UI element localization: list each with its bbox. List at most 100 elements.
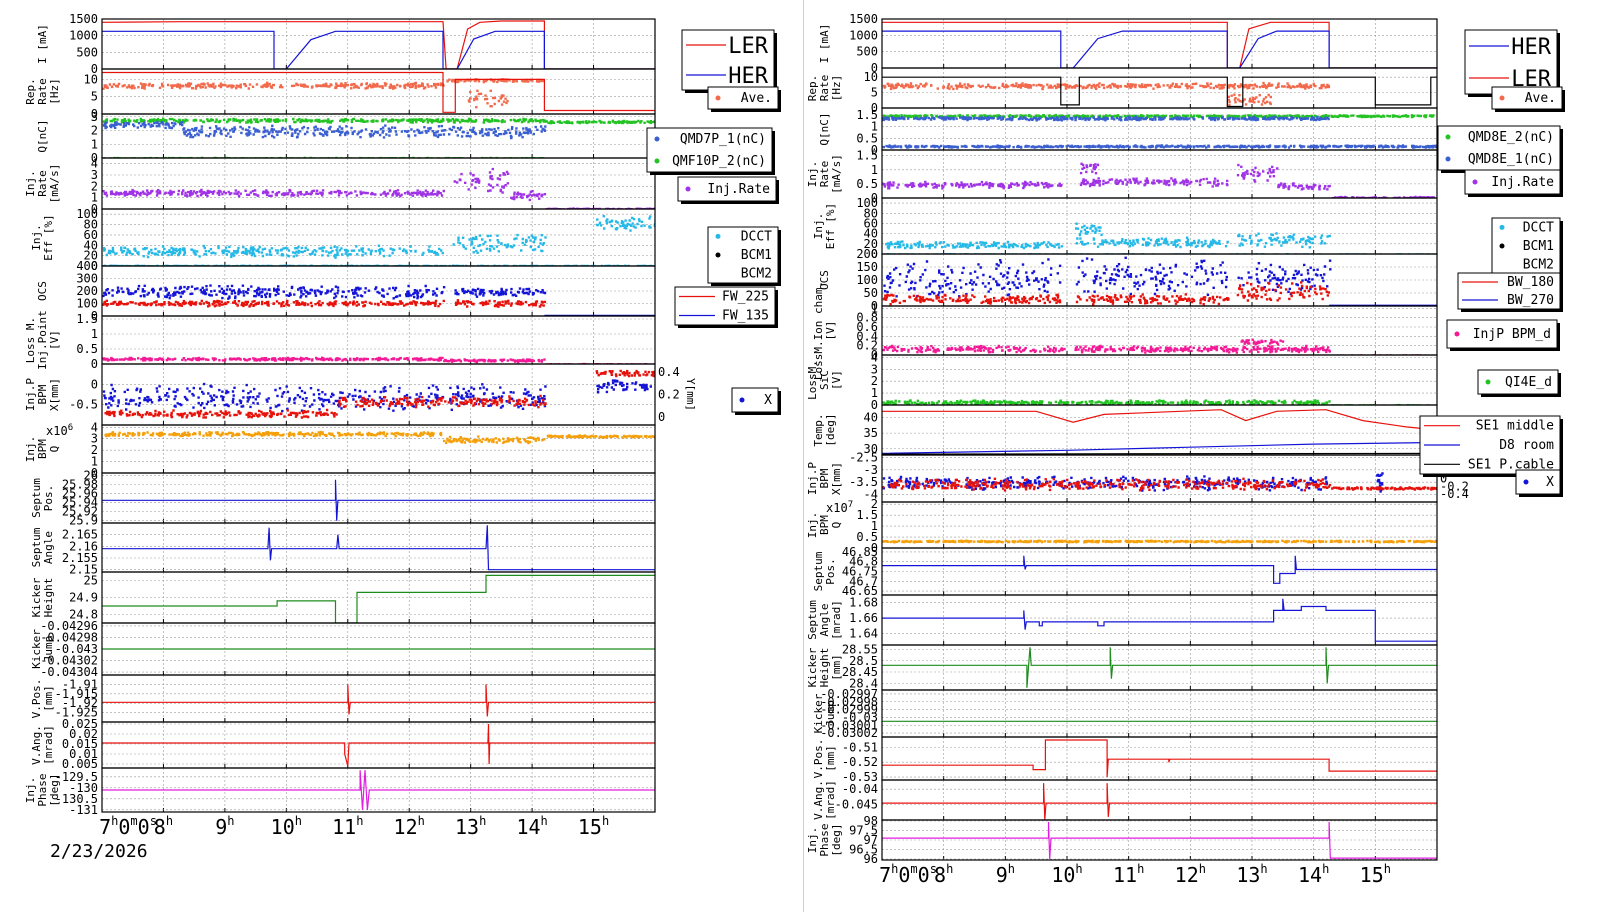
series-HER	[102, 30, 655, 69]
y-axis-label: BPM	[818, 515, 831, 535]
y-axis-label: Rate	[818, 75, 831, 102]
plot-area	[882, 647, 1437, 688]
legend-label: FW_225	[722, 290, 769, 305]
plot-area	[882, 821, 1437, 860]
series-points	[1079, 162, 1100, 175]
series-va	[882, 783, 1437, 820]
series-InjPoint	[102, 356, 655, 364]
y-tick-label: 1	[871, 519, 878, 533]
panel-frame	[881, 149, 1438, 199]
legend-4: DCCT BCM1 BCM2	[1491, 217, 1563, 277]
multiplier-label: x107	[826, 500, 853, 515]
y-tick-label: 1.5	[856, 108, 878, 122]
legend-5: FW_225 FW_135	[674, 286, 778, 328]
y-tick-label: 0	[91, 309, 98, 323]
legend-marker	[1499, 243, 1505, 249]
legend-label: SE1 middle	[1476, 419, 1554, 434]
series-kh	[102, 574, 655, 623]
y-tick-label: 1500	[849, 12, 878, 26]
legend-marker	[739, 397, 745, 403]
y-tick-label: 24.9	[69, 591, 98, 605]
panel-16: -0.045 -0.04 V.Ang. [mrad]	[812, 779, 1438, 821]
series-points	[882, 81, 1331, 91]
y-tick-label: 2	[91, 124, 98, 138]
panel-frame	[881, 689, 1438, 738]
y-axis-label: Height	[42, 578, 55, 618]
y-tick-label: 98	[864, 814, 878, 828]
y-tick-label: 1000	[69, 29, 98, 43]
series-pos	[882, 555, 1437, 584]
series-pos	[102, 479, 655, 521]
y-tick-label: -3.5	[849, 475, 878, 489]
series-points	[1227, 93, 1272, 107]
y-axis-label: Q[nC]	[36, 119, 49, 152]
series-Inj.Rate	[882, 162, 1437, 198]
y-tick-label: -129.5	[55, 770, 98, 784]
series-points	[882, 475, 1329, 492]
series-points	[102, 188, 446, 198]
series-points	[443, 435, 546, 445]
x-tick-label: 12h	[394, 814, 425, 839]
y-tick-label: 5	[91, 90, 98, 104]
legend-1: Ave.	[707, 86, 781, 112]
y-tick-label: 0.5	[856, 530, 878, 544]
legend-label: Inj.Rate	[1491, 175, 1554, 190]
y-tick-label: 28.4	[849, 676, 878, 690]
y-tick-label: 10	[84, 72, 98, 86]
series-QMD7P_1(nC)	[102, 120, 547, 140]
y-tick-label: 0	[91, 62, 98, 76]
y-axis-label: Jump	[824, 700, 837, 727]
y-tick-label: 1	[871, 301, 878, 315]
y-tick-label: 2	[91, 443, 98, 457]
y-tick-label: 0	[871, 348, 878, 362]
y-tick-label: 40	[84, 238, 98, 252]
series-LER	[102, 20, 655, 69]
y-axis-label: BPM	[36, 384, 49, 404]
y-axis-label: OCS	[818, 270, 831, 290]
y-tick-label: 2.15	[69, 563, 98, 577]
panel-7: -0.5 0 0 0.2 0.4 Y[mm] Inj.P BPM X[mm]	[24, 363, 697, 426]
legend-marker	[715, 252, 721, 258]
panel-11: 24.8 24.9 25 Kicker Height	[30, 571, 656, 624]
y-tick-label: -130.5	[55, 792, 98, 806]
y-axis-label: Inj.	[812, 213, 825, 240]
legend-marker	[1445, 156, 1451, 162]
series-points	[1236, 163, 1279, 183]
panel-frame	[101, 767, 656, 813]
series-ang	[882, 598, 1437, 642]
y-tick-label: 46.65	[842, 584, 878, 598]
y-tick-label: 96.5	[849, 843, 878, 857]
y-axis-label: Q[nC]	[818, 112, 831, 145]
y-axis-label: Septum	[30, 478, 43, 518]
series-points	[546, 434, 655, 439]
panel-13: -1.925-1.92-1.915-1.91 V.Pos. [mm]	[30, 674, 656, 723]
plot-area	[102, 723, 655, 767]
y-axis-label: [Hz]	[48, 78, 61, 105]
series-points	[882, 293, 1062, 306]
series-points	[1079, 177, 1229, 188]
y-tick-label: 46.8	[849, 555, 878, 569]
y-tick-label: 100	[856, 273, 878, 287]
series-Y	[882, 477, 1437, 492]
y2-axis-label: Y[mm]	[684, 378, 697, 411]
y-tick-label: 0.015	[62, 737, 98, 751]
y-axis-label: I [mA]	[818, 24, 831, 64]
y-tick-label: -2.5	[849, 450, 878, 464]
panel-frame	[881, 454, 1438, 503]
y-axis-label: Q	[48, 446, 61, 453]
y-tick-label: 35	[864, 426, 878, 440]
y2-tick-label: -0.4	[1440, 487, 1469, 501]
x-tick-label: 12h	[1175, 862, 1206, 887]
series-D8 room	[882, 441, 1437, 454]
y-axis-label: Loss M.	[24, 317, 37, 363]
panel-12: 1.641.661.68 Septum Angle [mrad]	[806, 594, 1438, 646]
legend-marker	[715, 233, 721, 239]
plot-area	[882, 256, 1437, 306]
plot-area	[102, 369, 655, 419]
legend-box	[646, 127, 773, 173]
series-LER	[882, 21, 1437, 68]
y-tick-label: 1500	[69, 12, 98, 26]
